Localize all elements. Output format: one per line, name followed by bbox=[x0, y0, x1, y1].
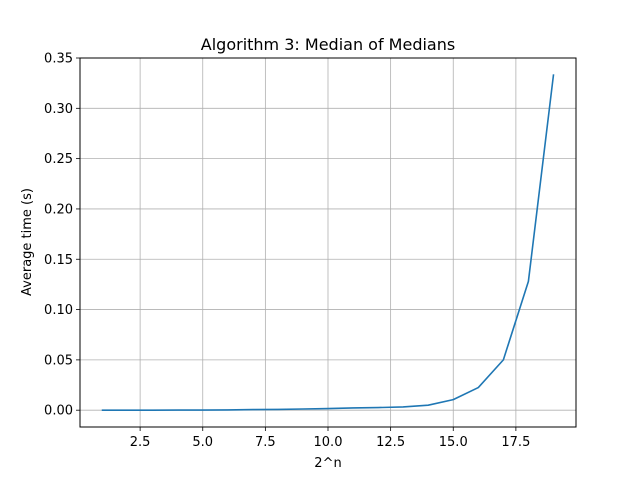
y-tick-label: 0.00 bbox=[44, 404, 73, 419]
x-tick-label: 12.5 bbox=[376, 435, 405, 450]
x-tick-label: 5.0 bbox=[192, 435, 213, 450]
x-axis-label: 2^n bbox=[314, 456, 341, 471]
y-axis-label: Average time (s) bbox=[20, 188, 35, 296]
y-tick-label: 0.20 bbox=[44, 202, 73, 217]
x-tick-label: 17.5 bbox=[501, 435, 530, 450]
y-tick-label: 0.15 bbox=[44, 253, 73, 268]
y-tick-label: 0.10 bbox=[44, 303, 73, 318]
y-tick-label: 0.35 bbox=[44, 52, 73, 67]
y-tick-label: 0.05 bbox=[44, 353, 73, 368]
x-tick-label: 15.0 bbox=[439, 435, 468, 450]
x-tick-label: 2.5 bbox=[130, 435, 151, 450]
x-axis: 2.5 5.0 7.5 10.0 12.5 15.0 17.5 bbox=[130, 427, 530, 450]
y-axis: 0.00 0.05 0.10 0.15 0.20 0.25 0.30 0.35 bbox=[44, 52, 80, 419]
series-layer bbox=[101, 74, 555, 411]
series-line bbox=[101, 74, 555, 411]
y-tick-label: 0.30 bbox=[44, 102, 73, 117]
x-tick-label: 10.0 bbox=[314, 435, 343, 450]
y-tick-label: 0.25 bbox=[44, 152, 73, 167]
x-tick-label: 7.5 bbox=[255, 435, 276, 450]
chart-title: Algorithm 3: Median of Medians bbox=[201, 35, 455, 54]
